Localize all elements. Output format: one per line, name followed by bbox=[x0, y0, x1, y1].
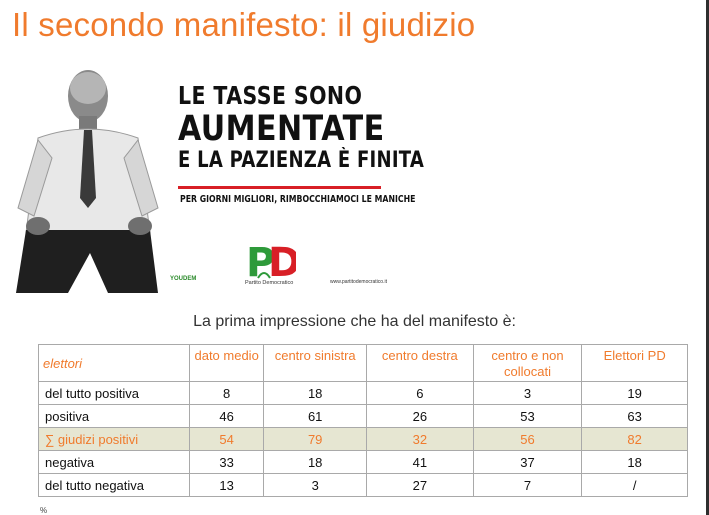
table-row: del tutto positiva 8 18 6 3 19 bbox=[38, 381, 688, 405]
table-cell: 13 bbox=[188, 473, 265, 497]
header-centro-destra: centro destra bbox=[366, 344, 474, 382]
campaign-poster: LE TASSE SONO AUMENTATE E LA PAZIENZA È … bbox=[8, 58, 425, 293]
table-cell: 27 bbox=[366, 473, 474, 497]
table-cell: / bbox=[581, 473, 688, 497]
table-cell: 18 bbox=[581, 450, 688, 474]
table-cell: 53 bbox=[472, 404, 583, 428]
row-label: negativa bbox=[38, 450, 190, 474]
row-label: positiva bbox=[38, 404, 190, 428]
table-cell: 63 bbox=[581, 404, 688, 428]
header-centro-sinistra: centro sinistra bbox=[263, 344, 367, 382]
table-cell: 3 bbox=[472, 381, 583, 405]
poster-tagline: PER GIORNI MIGLIORI, RIMBOCCHIAMOCI LE M… bbox=[180, 194, 416, 205]
table-cell: 56 bbox=[472, 427, 583, 451]
header-elettori: elettori bbox=[38, 344, 190, 382]
table-row-total-positive: ∑ giudizi positivi 54 79 32 56 82 bbox=[38, 427, 688, 451]
pd-logo-icon: P D bbox=[246, 240, 296, 286]
header-centro-non-collocati: centro e non collocati bbox=[472, 344, 583, 382]
table-cell: 33 bbox=[188, 450, 265, 474]
table-row: del tutto negativa 13 3 27 7 / bbox=[38, 473, 688, 497]
headline-underline bbox=[178, 186, 381, 189]
table-cell: 3 bbox=[263, 473, 367, 497]
table-cell: 18 bbox=[263, 450, 367, 474]
table-cell: 32 bbox=[366, 427, 474, 451]
table-cell: 6 bbox=[366, 381, 474, 405]
percent-footnote: % bbox=[40, 506, 48, 515]
table-cell: 54 bbox=[188, 427, 265, 451]
table-cell: 61 bbox=[263, 404, 367, 428]
pd-logo-letter-d: D bbox=[268, 240, 296, 286]
header-dato-medio: dato medio bbox=[188, 344, 265, 382]
headline-line-2: AUMENTATE bbox=[178, 109, 385, 149]
table-row: positiva 46 61 26 53 63 bbox=[38, 404, 688, 428]
table-cell: 26 bbox=[366, 404, 474, 428]
table-cell: 7 bbox=[472, 473, 583, 497]
table-cell: 79 bbox=[263, 427, 367, 451]
table-cell: 82 bbox=[581, 427, 688, 451]
header-elettori-pd: Elettori PD bbox=[581, 344, 688, 382]
slide-title: Il secondo manifesto: il giudizio bbox=[12, 6, 476, 43]
table-cell: 46 bbox=[188, 404, 265, 428]
poster-headline: LE TASSE SONO AUMENTATE E LA PAZIENZA È … bbox=[178, 81, 425, 174]
headline-line-1: LE TASSE SONO bbox=[178, 81, 363, 110]
table-cell: 19 bbox=[581, 381, 688, 405]
survey-question: La prima impressione che ha del manifest… bbox=[193, 313, 516, 330]
row-label: ∑ giudizi positivi bbox=[38, 427, 190, 451]
pd-logo-caption: Partito Democratico bbox=[245, 280, 294, 286]
right-edge-bar bbox=[706, 0, 709, 515]
pd-website: www.partitodemocratico.it bbox=[330, 279, 387, 285]
table-cell: 37 bbox=[472, 450, 583, 474]
headline-line-3: E LA PAZIENZA È FINITA bbox=[178, 148, 425, 173]
row-label: del tutto positiva bbox=[38, 381, 190, 405]
table-cell: 41 bbox=[366, 450, 474, 474]
row-label: del tutto negativa bbox=[38, 473, 190, 497]
candidate-photo bbox=[8, 58, 168, 293]
results-table: elettori dato medio centro sinistra cent… bbox=[38, 344, 688, 497]
table-cell: 18 bbox=[263, 381, 367, 405]
table-row: negativa 33 18 41 37 18 bbox=[38, 450, 688, 474]
pd-logo-letter-p: P bbox=[246, 240, 275, 286]
table-cell: 8 bbox=[188, 381, 265, 405]
table-header-row: elettori dato medio centro sinistra cent… bbox=[38, 344, 688, 382]
youdem-logo: YOUDEM bbox=[170, 276, 197, 282]
